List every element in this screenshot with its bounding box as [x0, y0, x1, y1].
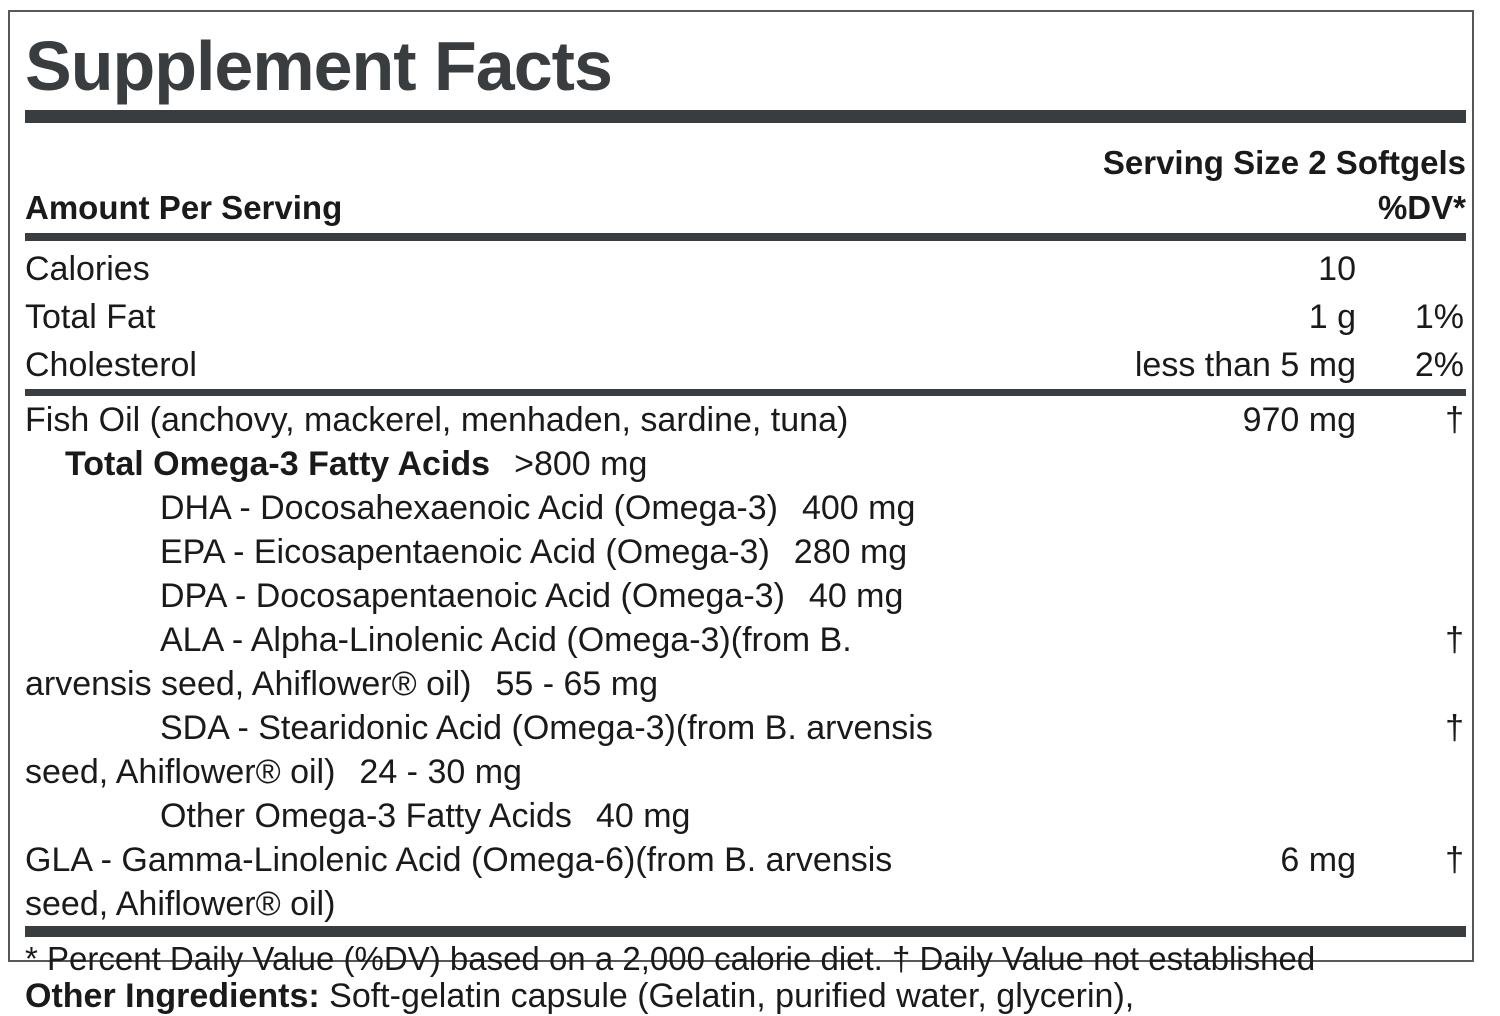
nutrient-line: DPA - Docosapentaenoic Acid (Omega-3) 40 … — [25, 574, 1466, 618]
nutrient-text: 400 mg — [801, 489, 916, 527]
column-header-row: Amount Per Serving %DV* — [25, 190, 1466, 226]
nutrient-row: DHA - Docosahexaenoic Acid (Omega-3) 400 … — [25, 486, 1466, 530]
nutrient-text: 40 mg — [808, 577, 904, 615]
nutrient-line: seed, Ahiflower® oil) — [25, 882, 1466, 926]
nutrient-row: EPA - Eicosapentaenoic Acid (Omega-3) 280… — [25, 530, 1466, 574]
header-divider-bar — [25, 233, 1466, 241]
nutrient-line: DHA - Docosahexaenoic Acid (Omega-3) 400 … — [25, 486, 1466, 530]
macro-row: Total Fat 1 g 1% — [25, 293, 1466, 341]
amount-value: 10 — [1318, 250, 1356, 288]
nutrient-text: Other Omega-3 Fatty Acids — [160, 797, 572, 835]
nutrient-text: 55 - 65 mg — [495, 665, 658, 703]
nutrient-text: seed, Ahiflower® oil) — [25, 753, 336, 791]
nutrient-text: GLA - Gamma-Linolenic Acid (Omega-6)(fro… — [25, 841, 893, 879]
nutrient-name: Calories — [25, 250, 150, 288]
dv-value: † — [1445, 621, 1464, 659]
nutrient-text: arvensis seed, Ahiflower® oil) — [25, 665, 472, 703]
dv-value: 1% — [1414, 298, 1464, 336]
nutrient-name: Cholesterol — [25, 346, 197, 384]
amount-value: less than 5 mg — [1134, 346, 1356, 384]
amount-value: 970 mg — [1242, 401, 1356, 439]
nutrient-text: >800 mg — [514, 445, 648, 483]
other-ingredients-label: Other Ingredients: — [25, 977, 320, 1015]
supplement-facts-panel: Supplement Facts Serving Size 2 Softgels… — [8, 10, 1474, 977]
nutrient-row: Fish Oil (anchovy, mackerel, menhaden, s… — [25, 398, 1466, 442]
footnote-divider-bar — [25, 926, 1466, 937]
macro-row: Calories 10 — [25, 245, 1466, 293]
nutrient-text: DHA - Docosahexaenoic Acid (Omega-3) — [160, 489, 778, 527]
nutrient-line: ALA - Alpha-Linolenic Acid (Omega-3)(fro… — [25, 618, 1466, 662]
dv-value: † — [1445, 709, 1464, 747]
nutrient-row: ALA - Alpha-Linolenic Acid (Omega-3)(fro… — [25, 618, 1466, 706]
panel-title: Supplement Facts — [25, 27, 613, 105]
nutrient-name: Total Fat — [25, 298, 156, 336]
nutrient-name-bold: Total Omega-3 Fatty Acids — [65, 445, 491, 483]
nutrient-line: Other Omega-3 Fatty Acids 40 mg — [25, 794, 1466, 838]
nutrient-row: Total Omega-3 Fatty Acids >800 mg — [25, 442, 1466, 486]
dv-value: 2% — [1414, 346, 1464, 384]
macro-row: Cholesterol less than 5 mg 2% — [25, 341, 1466, 389]
nutrient-row: Other Omega-3 Fatty Acids 40 mg — [25, 794, 1466, 838]
title-divider-bar — [25, 110, 1466, 123]
dv-value: † — [1445, 841, 1464, 879]
dv-column-label: %DV* — [1377, 189, 1466, 226]
nutrient-line: SDA - Stearidonic Acid (Omega-3)(from B.… — [25, 706, 1466, 750]
amount-value: 1 g — [1308, 298, 1356, 336]
serving-size: Serving Size 2 Softgels — [1102, 144, 1466, 181]
nutrient-text: Fish Oil (anchovy, mackerel, menhaden, s… — [25, 401, 849, 439]
nutrient-line: arvensis seed, Ahiflower® oil) 55 - 65 mg — [25, 662, 1466, 706]
other-ingredients: Other Ingredients: Soft-gelatin capsule … — [25, 976, 1134, 1016]
nutrient-rows: Fish Oil (anchovy, mackerel, menhaden, s… — [25, 398, 1466, 926]
other-ingredients-text: Soft-gelatin capsule (Gelatin, purified … — [319, 977, 1135, 1015]
amount-value: 6 mg — [1280, 841, 1356, 879]
nutrient-text: 24 - 30 mg — [359, 753, 522, 791]
nutrient-text: ALA - Alpha-Linolenic Acid (Omega-3)(fro… — [160, 621, 852, 659]
nutrient-text: SDA - Stearidonic Acid (Omega-3)(from B.… — [160, 709, 933, 747]
nutrient-text: 280 mg — [793, 533, 908, 571]
nutrient-line: Total Omega-3 Fatty Acids >800 mg — [25, 442, 1466, 486]
nutrient-text: 40 mg — [595, 797, 691, 835]
section-divider-bar — [25, 389, 1466, 396]
nutrient-line: GLA - Gamma-Linolenic Acid (Omega-6)(fro… — [25, 838, 1466, 882]
nutrient-text: DPA - Docosapentaenoic Acid (Omega-3) — [160, 577, 785, 615]
nutrient-line: Fish Oil (anchovy, mackerel, menhaden, s… — [25, 398, 1466, 442]
nutrient-row: GLA - Gamma-Linolenic Acid (Omega-6)(fro… — [25, 838, 1466, 926]
dv-value: † — [1445, 401, 1464, 439]
macro-rows: Calories 10 Total Fat 1 g 1% Cholesterol less … — [25, 245, 1466, 389]
nutrient-row: DPA - Docosapentaenoic Acid (Omega-3) 40 … — [25, 574, 1466, 618]
nutrient-row: SDA - Stearidonic Acid (Omega-3)(from B.… — [25, 706, 1466, 794]
footnote: * Percent Daily Value (%DV) based on a 2… — [25, 940, 1316, 977]
amount-per-serving-label: Amount Per Serving — [25, 189, 343, 226]
nutrient-line: seed, Ahiflower® oil) 24 - 30 mg — [25, 750, 1466, 794]
nutrient-text: EPA - Eicosapentaenoic Acid (Omega-3) — [160, 533, 770, 571]
nutrient-text: seed, Ahiflower® oil) — [25, 885, 336, 923]
nutrient-line: EPA - Eicosapentaenoic Acid (Omega-3) 280… — [25, 530, 1466, 574]
